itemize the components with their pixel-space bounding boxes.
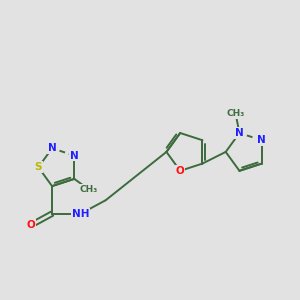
Text: N: N: [235, 128, 244, 138]
Text: CH₃: CH₃: [79, 184, 98, 194]
Text: N: N: [70, 151, 79, 160]
Text: O: O: [176, 166, 184, 176]
Text: N: N: [257, 135, 266, 145]
Text: S: S: [34, 162, 42, 172]
Text: O: O: [27, 220, 35, 230]
Text: CH₃: CH₃: [226, 110, 245, 118]
Text: N: N: [48, 143, 56, 153]
Text: NH: NH: [72, 209, 89, 219]
